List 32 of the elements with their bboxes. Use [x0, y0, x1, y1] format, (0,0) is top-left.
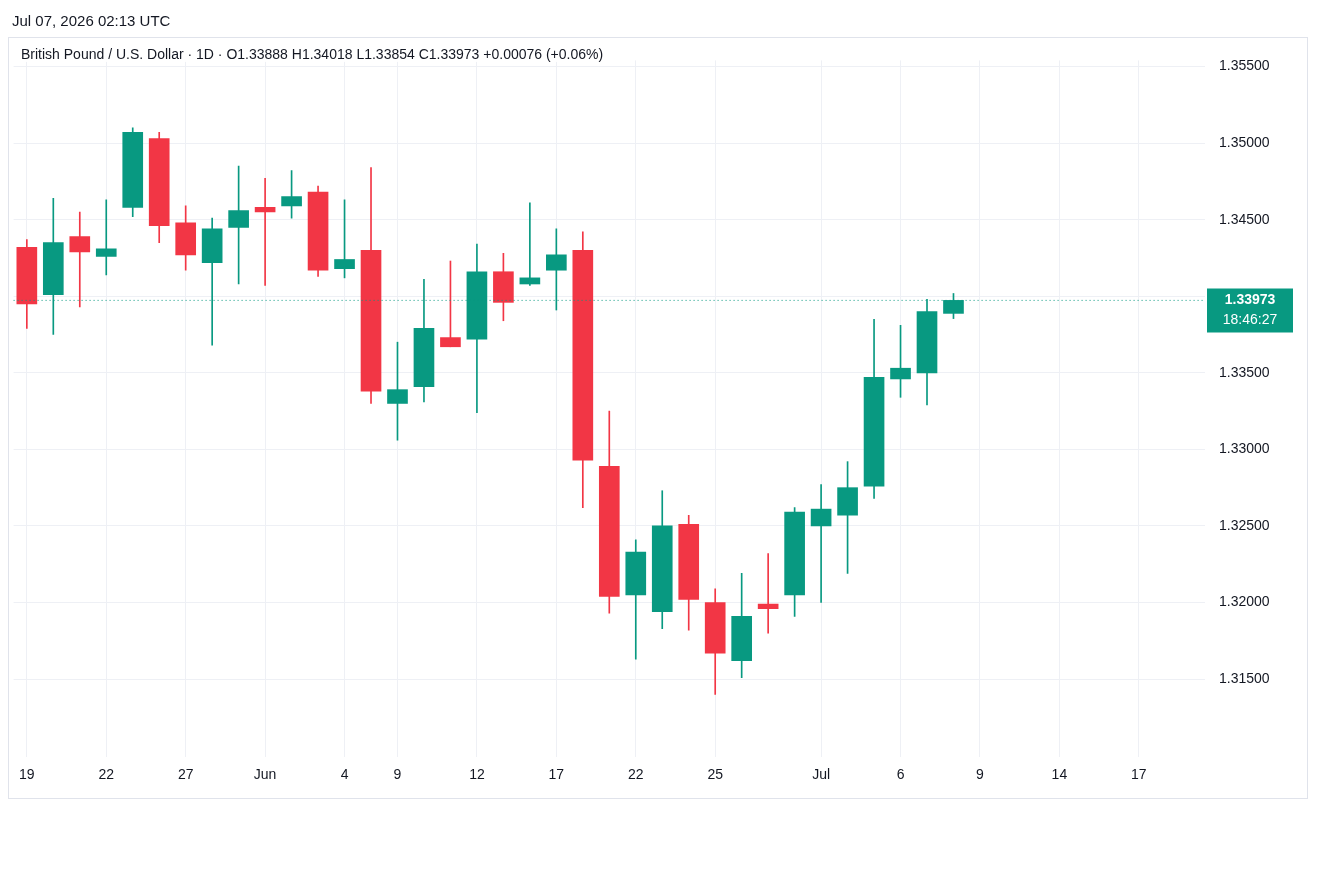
x-tick-label: 25	[707, 766, 724, 783]
y-tick-label: 1.32500	[1219, 516, 1270, 533]
x-tick-label: 27	[177, 766, 194, 783]
y-tick-label: 1.34500	[1219, 210, 1270, 227]
x-tick-label: 6	[896, 766, 905, 783]
ref-line-label: 1.33973	[1224, 291, 1276, 308]
y-tick-label: 1.35500	[1219, 57, 1270, 74]
y-tick-label: 1.31500	[1219, 669, 1270, 686]
y-tick-label: 1.33500	[1219, 363, 1270, 380]
text: 18:46:27	[1222, 311, 1278, 328]
x-tick-label: 4	[340, 766, 349, 783]
x-tick-label: 22	[627, 766, 644, 783]
candlestick	[95, 199, 117, 276]
x-tick-label: 22	[98, 766, 115, 783]
x-tick-label: 17	[1131, 766, 1147, 783]
chart-title: British Pound / U.S. Dollar · 1D · O1.33888 H1.34018 L1.33854 C1.33973 +0.00076 (+0.06%)	[21, 46, 604, 62]
x-tick-label: 9	[976, 766, 985, 783]
candlestick	[757, 553, 779, 634]
y-tick-label: 1.33000	[1219, 440, 1270, 457]
x-tick-label: Jun	[253, 766, 277, 783]
x-tick-label: 14	[1051, 766, 1068, 783]
y-tick-label: 1.35000	[1219, 133, 1270, 150]
candlestick	[254, 177, 276, 286]
x-tick-label: Jul	[812, 766, 831, 783]
text: Jul 07, 2026 02:13 UTC	[11, 11, 172, 31]
candlestick	[810, 484, 832, 603]
candlestick	[69, 211, 91, 308]
x-tick-label: 19	[19, 766, 35, 783]
x-tick-label: 17	[548, 766, 565, 783]
x-tick-label: 12	[469, 766, 485, 783]
x-tick-label: 9	[393, 766, 402, 783]
y-tick-label: 1.32000	[1219, 593, 1270, 610]
